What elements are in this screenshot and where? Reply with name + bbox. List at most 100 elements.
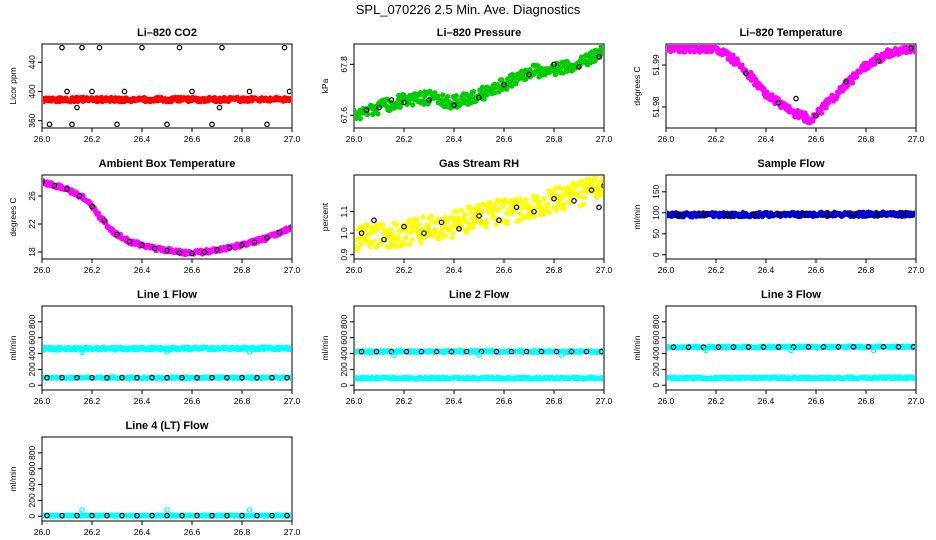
y-tick-label: 22 — [27, 219, 37, 229]
data-point — [500, 203, 506, 209]
data-point — [875, 57, 882, 64]
plot-frame — [41, 436, 293, 522]
data-point — [484, 219, 490, 225]
y-axis-label: ml/min — [632, 335, 642, 360]
y-tick-label: 600 — [27, 330, 37, 344]
x-tick-label: 26.0 — [658, 265, 675, 275]
data-point — [456, 226, 462, 232]
y-tick-label: 26 — [27, 191, 37, 201]
data-point — [601, 176, 603, 179]
data-point — [576, 64, 582, 70]
data-point — [493, 348, 500, 355]
data-point — [209, 512, 215, 519]
data-point — [176, 45, 183, 51]
x-tick-label: 26.6 — [808, 134, 825, 144]
y-tick-label: 200 — [27, 362, 37, 376]
x-tick-label: 27.0 — [284, 265, 301, 275]
y-tick-label: 360 — [27, 113, 37, 127]
data-point — [501, 81, 507, 88]
data-point — [74, 512, 80, 519]
x-tick-label: 26.4 — [758, 265, 775, 275]
chart-title: Line 1 Flow — [137, 289, 197, 301]
x-tick-label: 27.0 — [284, 396, 301, 406]
data-point — [450, 223, 456, 229]
data-point — [403, 234, 409, 241]
data-point — [571, 198, 577, 204]
x-tick-label: 26.2 — [708, 396, 725, 406]
data-point — [581, 195, 588, 201]
data-point — [398, 228, 404, 234]
data-point — [601, 46, 603, 52]
x-tick-label: 27.0 — [908, 265, 925, 275]
x-tick-label: 26.2 — [396, 265, 413, 275]
data-point — [571, 190, 577, 196]
data-point — [850, 344, 857, 350]
data-point — [793, 95, 799, 102]
marker-layer — [355, 45, 603, 122]
data-point — [376, 104, 382, 111]
data-point — [432, 227, 438, 233]
data-point — [562, 192, 569, 198]
data-point — [509, 83, 515, 89]
data-point — [410, 102, 416, 108]
data-point — [667, 344, 669, 350]
data-point — [775, 211, 782, 218]
data-point — [284, 512, 290, 519]
data-point — [592, 176, 599, 180]
data-point — [363, 238, 369, 244]
data-point — [286, 88, 291, 95]
data-point — [59, 45, 65, 51]
data-point — [269, 374, 275, 381]
data-point — [913, 374, 915, 380]
data-point — [536, 200, 542, 206]
x-tick-label: 26.4 — [446, 396, 463, 406]
x-tick-label: 26.8 — [234, 134, 251, 144]
data-point — [601, 183, 603, 189]
x-tick-label: 26.2 — [84, 527, 101, 537]
data-point — [753, 77, 759, 83]
data-point — [119, 512, 125, 519]
plot-frame — [353, 305, 605, 391]
y-tick-label: 400 — [339, 346, 349, 360]
data-point — [179, 374, 185, 381]
data-point — [375, 111, 381, 117]
chart-title: Line 2 Flow — [449, 289, 509, 301]
y-tick-label: 1.0 — [339, 227, 349, 239]
data-point — [488, 206, 494, 212]
data-point — [164, 374, 170, 381]
data-point — [465, 226, 471, 232]
x-tick-label: 26.8 — [234, 527, 251, 537]
data-point — [825, 211, 832, 218]
data-point — [568, 199, 574, 205]
marker-layer — [43, 344, 291, 382]
data-point — [541, 195, 547, 202]
chart-title: Gas Stream RH — [439, 158, 519, 170]
data-point — [373, 348, 380, 355]
y-tick-label: 0 — [27, 514, 37, 519]
y-axis-label: Licor ppm — [8, 67, 18, 104]
data-point — [760, 344, 767, 350]
y-axis-label: ml/min — [8, 466, 18, 491]
chart-title: Sample Flow — [757, 158, 825, 170]
data-point — [379, 222, 385, 228]
data-point — [448, 348, 455, 355]
y-tick-label: 0 — [651, 252, 661, 257]
y-tick-label: 800 — [651, 314, 661, 328]
data-point — [596, 53, 602, 60]
data-point — [89, 512, 95, 519]
data-point — [551, 195, 557, 202]
data-point — [685, 344, 692, 351]
y-tick-label: 200 — [339, 362, 349, 376]
data-point — [391, 352, 397, 358]
data-point — [246, 349, 253, 355]
data-point — [596, 184, 602, 191]
data-point — [428, 213, 434, 219]
data-point — [358, 230, 365, 236]
y-tick-label: 0 — [651, 383, 661, 388]
data-point — [813, 112, 819, 119]
x-tick-label: 27.0 — [596, 396, 613, 406]
data-point — [413, 216, 420, 222]
data-point — [555, 185, 561, 191]
x-tick-label: 26.2 — [84, 265, 101, 275]
